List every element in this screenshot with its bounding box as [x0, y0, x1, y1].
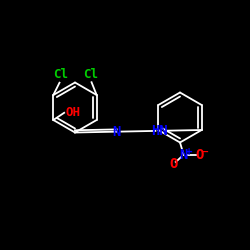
Text: N: N: [112, 125, 121, 139]
Text: Cl: Cl: [53, 68, 68, 82]
Text: O: O: [196, 148, 204, 162]
Text: O: O: [170, 158, 178, 172]
Text: −: −: [202, 147, 209, 157]
Text: Cl: Cl: [83, 68, 98, 81]
Text: OH: OH: [66, 106, 80, 118]
Text: +: +: [185, 147, 193, 157]
Text: HN: HN: [152, 124, 168, 138]
Text: N: N: [180, 148, 188, 162]
